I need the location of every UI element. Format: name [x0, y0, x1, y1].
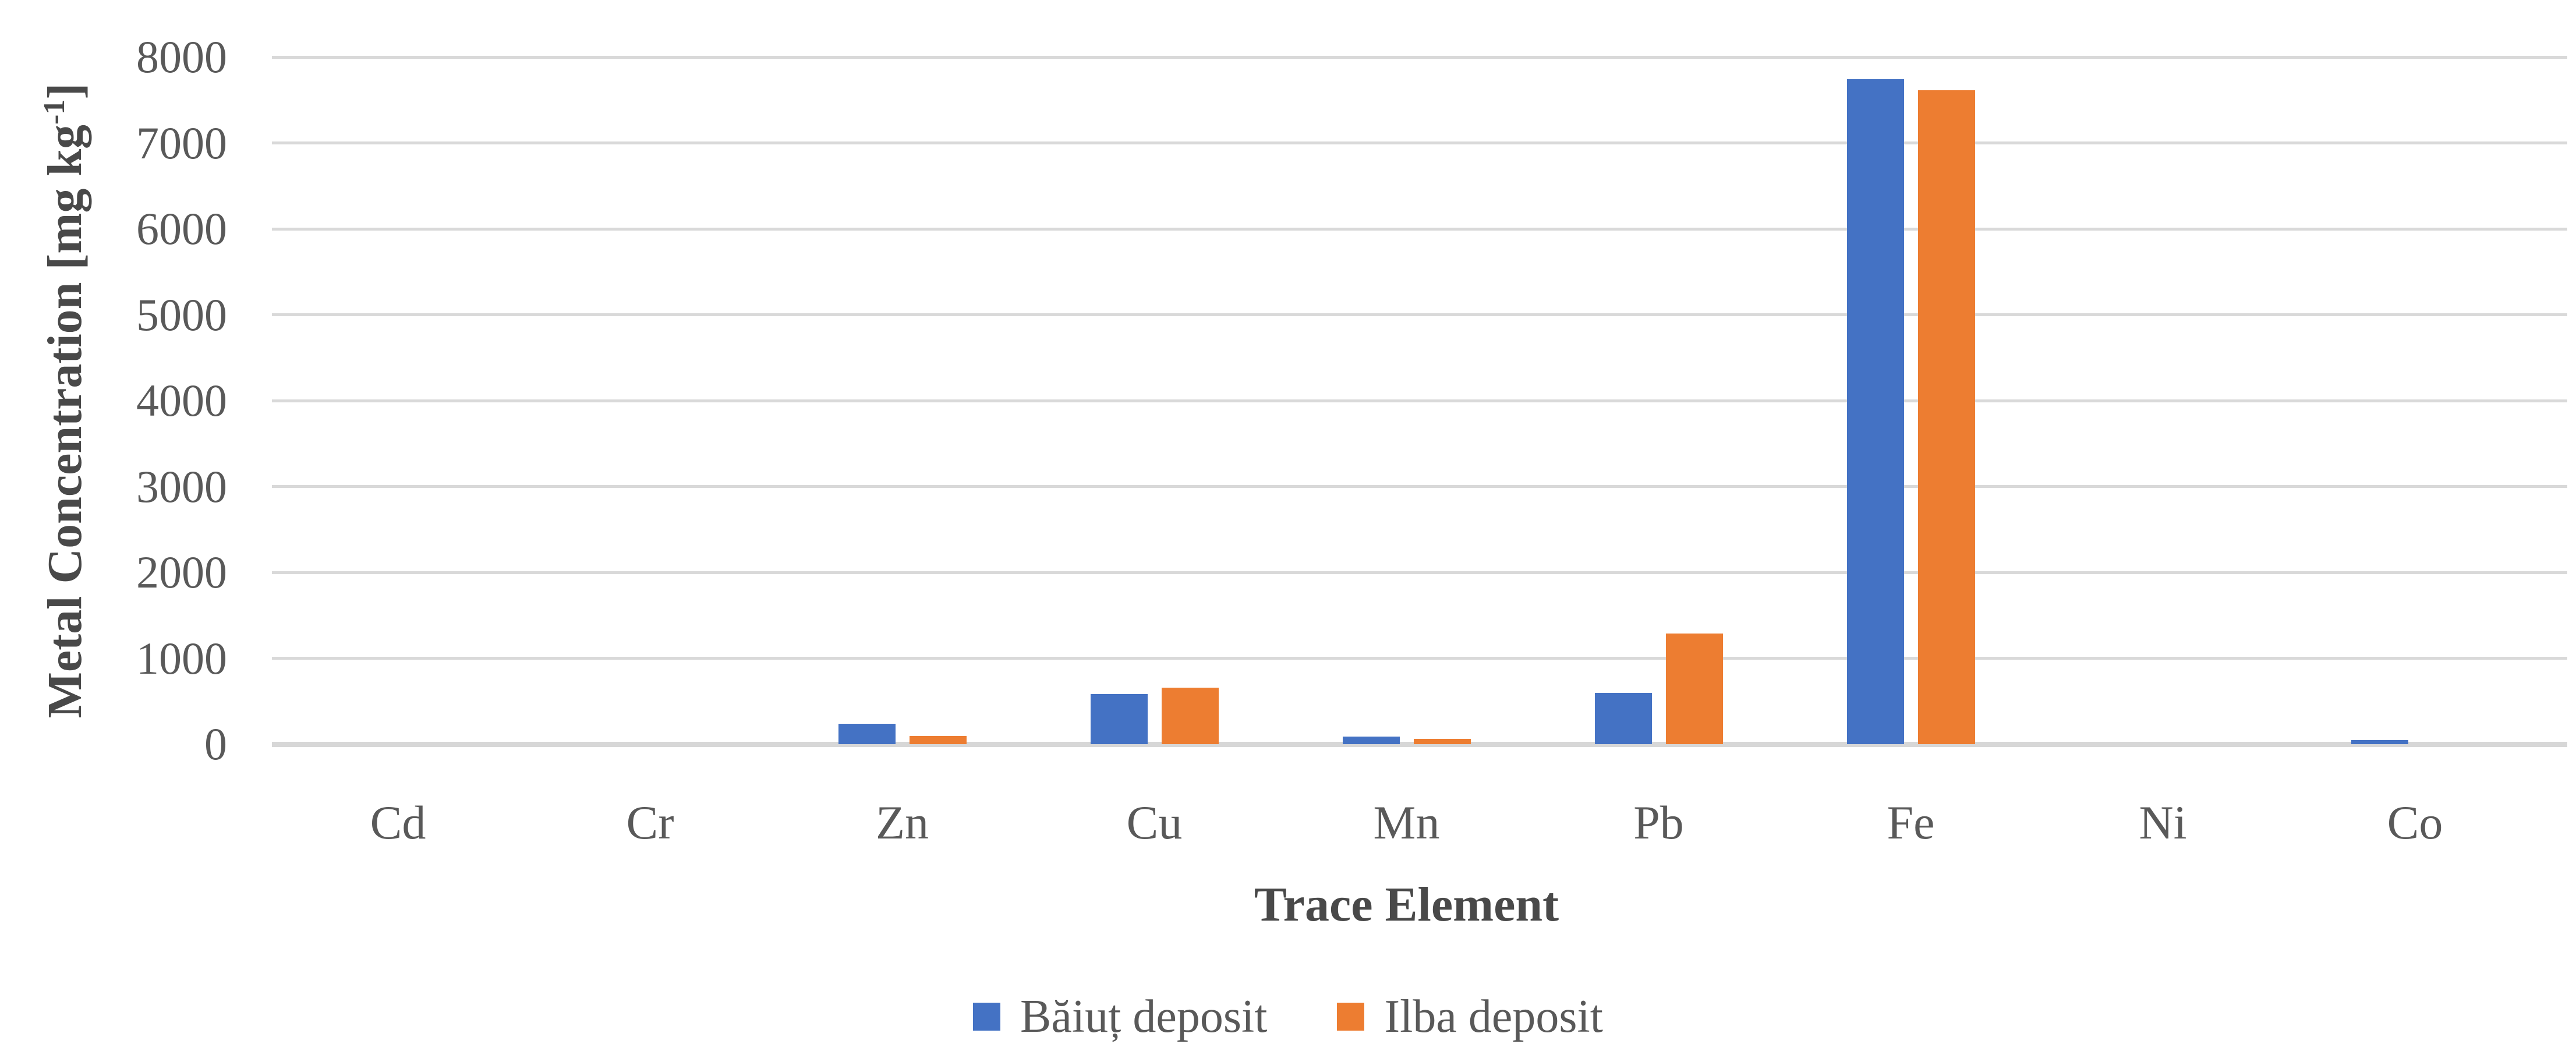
bar-ilba-fe: [1917, 90, 1975, 744]
x-tick-label-cr: Cr: [626, 796, 674, 849]
y-tick-label-3000: 3000: [136, 461, 227, 512]
legend: Băiuț deposit Ilba deposit: [0, 993, 2576, 1040]
bar-băiuț-zn: [838, 723, 896, 744]
y-axis-title-bracket: ]: [38, 83, 92, 100]
x-tick-label-fe: Fe: [1887, 796, 1935, 849]
bar-băiuț-co: [2351, 739, 2408, 744]
x-axis-title: Trace Element: [1254, 877, 1559, 932]
legend-label-ilba: Ilba deposit: [1384, 991, 1603, 1042]
gridline-3000: [272, 485, 2567, 488]
bar-băiuț-pb: [1594, 693, 1652, 744]
y-tick-label-7000: 7000: [136, 117, 227, 168]
gridline-4000: [272, 399, 2567, 402]
legend-label-baiut: Băiuț deposit: [1020, 991, 1268, 1042]
x-tick-label-zn: Zn: [875, 796, 929, 849]
y-tick-label-4000: 4000: [136, 375, 227, 426]
legend-item-baiut: Băiuț deposit: [973, 993, 1267, 1040]
gridline-7000: [272, 141, 2567, 144]
y-tick-label-6000: 6000: [136, 203, 227, 254]
y-tick-label-0: 0: [204, 719, 227, 769]
y-tick-label-8000: 8000: [136, 31, 227, 82]
x-tick-label-mn: Mn: [1373, 796, 1440, 849]
y-tick-label-2000: 2000: [136, 547, 227, 597]
x-tick-label-ni: Ni: [2139, 796, 2187, 849]
bar-ilba-cu: [1161, 688, 1219, 744]
x-tick-label-cu: Cu: [1126, 796, 1183, 849]
bar-băiuț-mn: [1342, 737, 1400, 744]
bar-ilba-mn: [1413, 739, 1471, 744]
y-tick-label-1000: 1000: [136, 632, 227, 684]
legend-item-ilba: Ilba deposit: [1337, 991, 1603, 1042]
gridline-8000: [272, 55, 2567, 59]
gridline-5000: [272, 313, 2567, 316]
legend-swatch-baiut-icon: [973, 1003, 1001, 1031]
gridline-1000: [272, 657, 2567, 660]
y-tick-label-5000: 5000: [136, 289, 227, 340]
bar-băiuț-fe: [1846, 79, 1904, 744]
bar-băiuț-cu: [1090, 694, 1148, 744]
x-tick-label-pb: Pb: [1633, 796, 1684, 849]
x-axis-line: [272, 741, 2567, 747]
x-tick-label-co: Co: [2387, 796, 2443, 849]
legend-swatch-ilba-icon: [1337, 1003, 1365, 1031]
gridline-2000: [272, 571, 2567, 574]
bar-ilba-pb: [1665, 634, 1723, 744]
gridline-6000: [272, 227, 2567, 231]
x-tick-label-cd: Cd: [370, 796, 426, 849]
bar-ilba-zn: [909, 735, 967, 744]
